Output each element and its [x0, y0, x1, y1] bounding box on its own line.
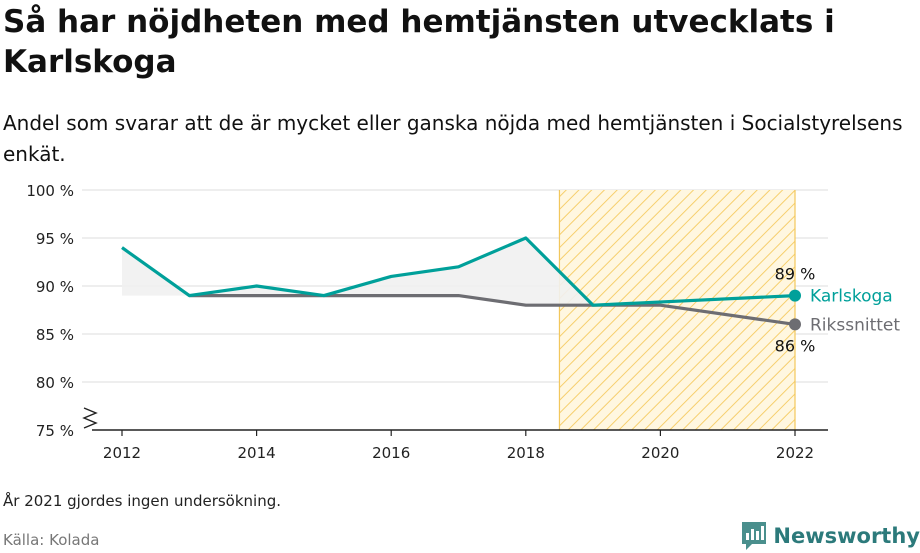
y-tick-label: 95 % [36, 230, 74, 248]
series-end-point [789, 318, 801, 331]
x-tick-label: 2022 [776, 444, 814, 462]
brand-logo: Newsworthy [740, 519, 920, 553]
highlight-region [559, 190, 795, 430]
x-tick-label: 2018 [507, 444, 545, 462]
data-label: 89 % [775, 265, 816, 284]
y-tick-label: 75 % [36, 422, 74, 440]
footnote: År 2021 gjordes ingen undersökning. [3, 492, 282, 510]
x-tick-label: 2020 [641, 444, 679, 462]
chart-subtitle: Andel som svarar att de är mycket eller … [3, 111, 903, 166]
legend-label-rikssnittet: Rikssnittet [810, 315, 900, 335]
y-tick-label: 90 % [36, 278, 74, 296]
series-end-point [789, 289, 801, 302]
x-tick-label: 2014 [238, 444, 276, 462]
chart-title: Så har nöjdheten med hemtjänsten utveckl… [3, 4, 835, 80]
legend-label-karlskoga: Karlskoga [810, 287, 893, 307]
source-text: Källa: Kolada [3, 531, 100, 549]
y-tick-label: 100 % [26, 182, 74, 200]
axis-break-icon [82, 407, 98, 429]
y-tick-label: 85 % [36, 326, 74, 344]
brand-name: Newsworthy [773, 524, 920, 548]
newsworthy-logo-icon [742, 522, 767, 550]
data-label: 86 % [775, 336, 816, 355]
x-tick-label: 2016 [372, 444, 410, 462]
x-tick-label: 2012 [103, 444, 141, 462]
series-line-rikssnittet [189, 293, 796, 326]
y-tick-label: 80 % [36, 374, 74, 392]
series-line-karlskoga [121, 236, 796, 307]
